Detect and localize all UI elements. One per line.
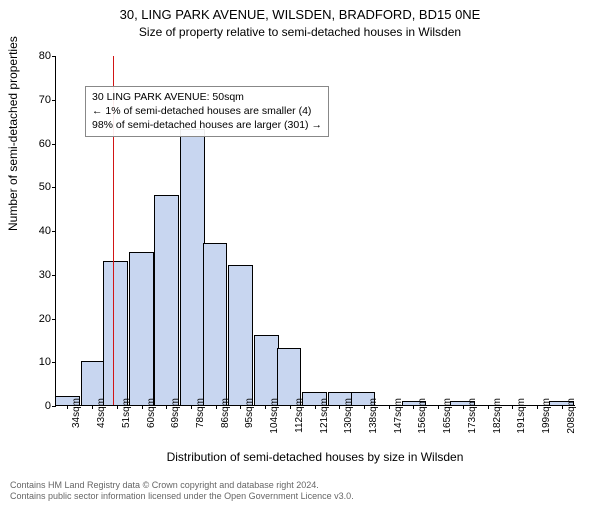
y-tick-mark: [52, 275, 56, 276]
chart-title-line2: Size of property relative to semi-detach…: [0, 24, 600, 40]
x-tick-mark: [463, 405, 464, 409]
info-line-2: ← 1% of semi-detached houses are smaller…: [92, 104, 322, 118]
x-tick-label: 112sqm: [294, 398, 305, 434]
y-axis-label: Number of semi-detached properties: [6, 36, 20, 231]
x-tick-mark: [315, 405, 316, 409]
y-tick-mark: [52, 319, 56, 320]
histogram-bar: [254, 335, 279, 405]
x-tick-label: 130sqm: [343, 398, 354, 434]
y-tick-label: 30: [26, 269, 51, 281]
x-tick-mark: [290, 405, 291, 409]
histogram-bar: [103, 261, 128, 405]
footer-line-1: Contains HM Land Registry data © Crown c…: [10, 480, 354, 491]
x-tick-label: 182sqm: [492, 398, 503, 434]
info-box: 30 LING PARK AVENUE: 50sqm ← 1% of semi-…: [85, 86, 329, 137]
x-tick-mark: [240, 405, 241, 409]
y-tick-mark: [52, 406, 56, 407]
x-tick-mark: [191, 405, 192, 409]
x-tick-mark: [339, 405, 340, 409]
x-tick-mark: [117, 405, 118, 409]
histogram-chart: 0102030405060708034sqm43sqm51sqm60sqm69s…: [55, 56, 575, 406]
x-tick-mark: [413, 405, 414, 409]
y-tick-label: 50: [26, 181, 51, 193]
x-tick-label: 78sqm: [195, 398, 206, 434]
x-tick-mark: [166, 405, 167, 409]
x-tick-label: 51sqm: [121, 398, 132, 434]
x-tick-label: 138sqm: [368, 398, 379, 434]
x-tick-label: 156sqm: [417, 398, 428, 434]
x-tick-label: 69sqm: [170, 398, 181, 434]
x-tick-mark: [142, 405, 143, 409]
y-tick-label: 40: [26, 225, 51, 237]
x-tick-mark: [67, 405, 68, 409]
y-tick-mark: [52, 100, 56, 101]
x-tick-label: 86sqm: [220, 398, 231, 434]
histogram-bar: [277, 348, 302, 405]
x-tick-label: 60sqm: [146, 398, 157, 434]
x-tick-label: 165sqm: [442, 398, 453, 434]
histogram-bar: [180, 129, 205, 405]
x-tick-mark: [488, 405, 489, 409]
histogram-bar: [154, 195, 179, 405]
y-tick-mark: [52, 56, 56, 57]
x-tick-label: 147sqm: [393, 398, 404, 434]
x-tick-label: 173sqm: [467, 398, 478, 434]
x-tick-mark: [512, 405, 513, 409]
x-tick-label: 95sqm: [244, 398, 255, 434]
x-tick-label: 199sqm: [541, 398, 552, 434]
x-tick-label: 34sqm: [71, 398, 82, 434]
x-tick-mark: [389, 405, 390, 409]
x-tick-label: 208sqm: [566, 398, 577, 434]
y-tick-mark: [52, 231, 56, 232]
footer-line-2: Contains public sector information licen…: [10, 491, 354, 502]
info-line-1: 30 LING PARK AVENUE: 50sqm: [92, 90, 322, 104]
attribution-footer: Contains HM Land Registry data © Crown c…: [10, 480, 354, 503]
y-tick-mark: [52, 362, 56, 363]
x-tick-label: 104sqm: [269, 398, 280, 434]
y-tick-label: 0: [26, 400, 51, 412]
x-tick-mark: [364, 405, 365, 409]
histogram-bar: [203, 243, 228, 405]
x-tick-mark: [265, 405, 266, 409]
y-tick-label: 60: [26, 138, 51, 150]
x-tick-label: 43sqm: [96, 398, 107, 434]
histogram-bar: [129, 252, 154, 405]
y-tick-label: 10: [26, 356, 51, 368]
y-tick-mark: [52, 187, 56, 188]
histogram-bar: [228, 265, 253, 405]
y-tick-label: 80: [26, 50, 51, 62]
y-tick-mark: [52, 144, 56, 145]
info-line-3: 98% of semi-detached houses are larger (…: [92, 118, 322, 132]
x-tick-mark: [216, 405, 217, 409]
chart-title-line1: 30, LING PARK AVENUE, WILSDEN, BRADFORD,…: [0, 6, 600, 24]
x-tick-label: 191sqm: [516, 398, 527, 434]
x-tick-label: 121sqm: [319, 398, 330, 434]
x-tick-mark: [562, 405, 563, 409]
y-tick-label: 20: [26, 313, 51, 325]
x-tick-mark: [537, 405, 538, 409]
y-tick-label: 70: [26, 94, 51, 106]
x-tick-mark: [92, 405, 93, 409]
x-tick-mark: [438, 405, 439, 409]
x-axis-label: Distribution of semi-detached houses by …: [55, 450, 575, 464]
